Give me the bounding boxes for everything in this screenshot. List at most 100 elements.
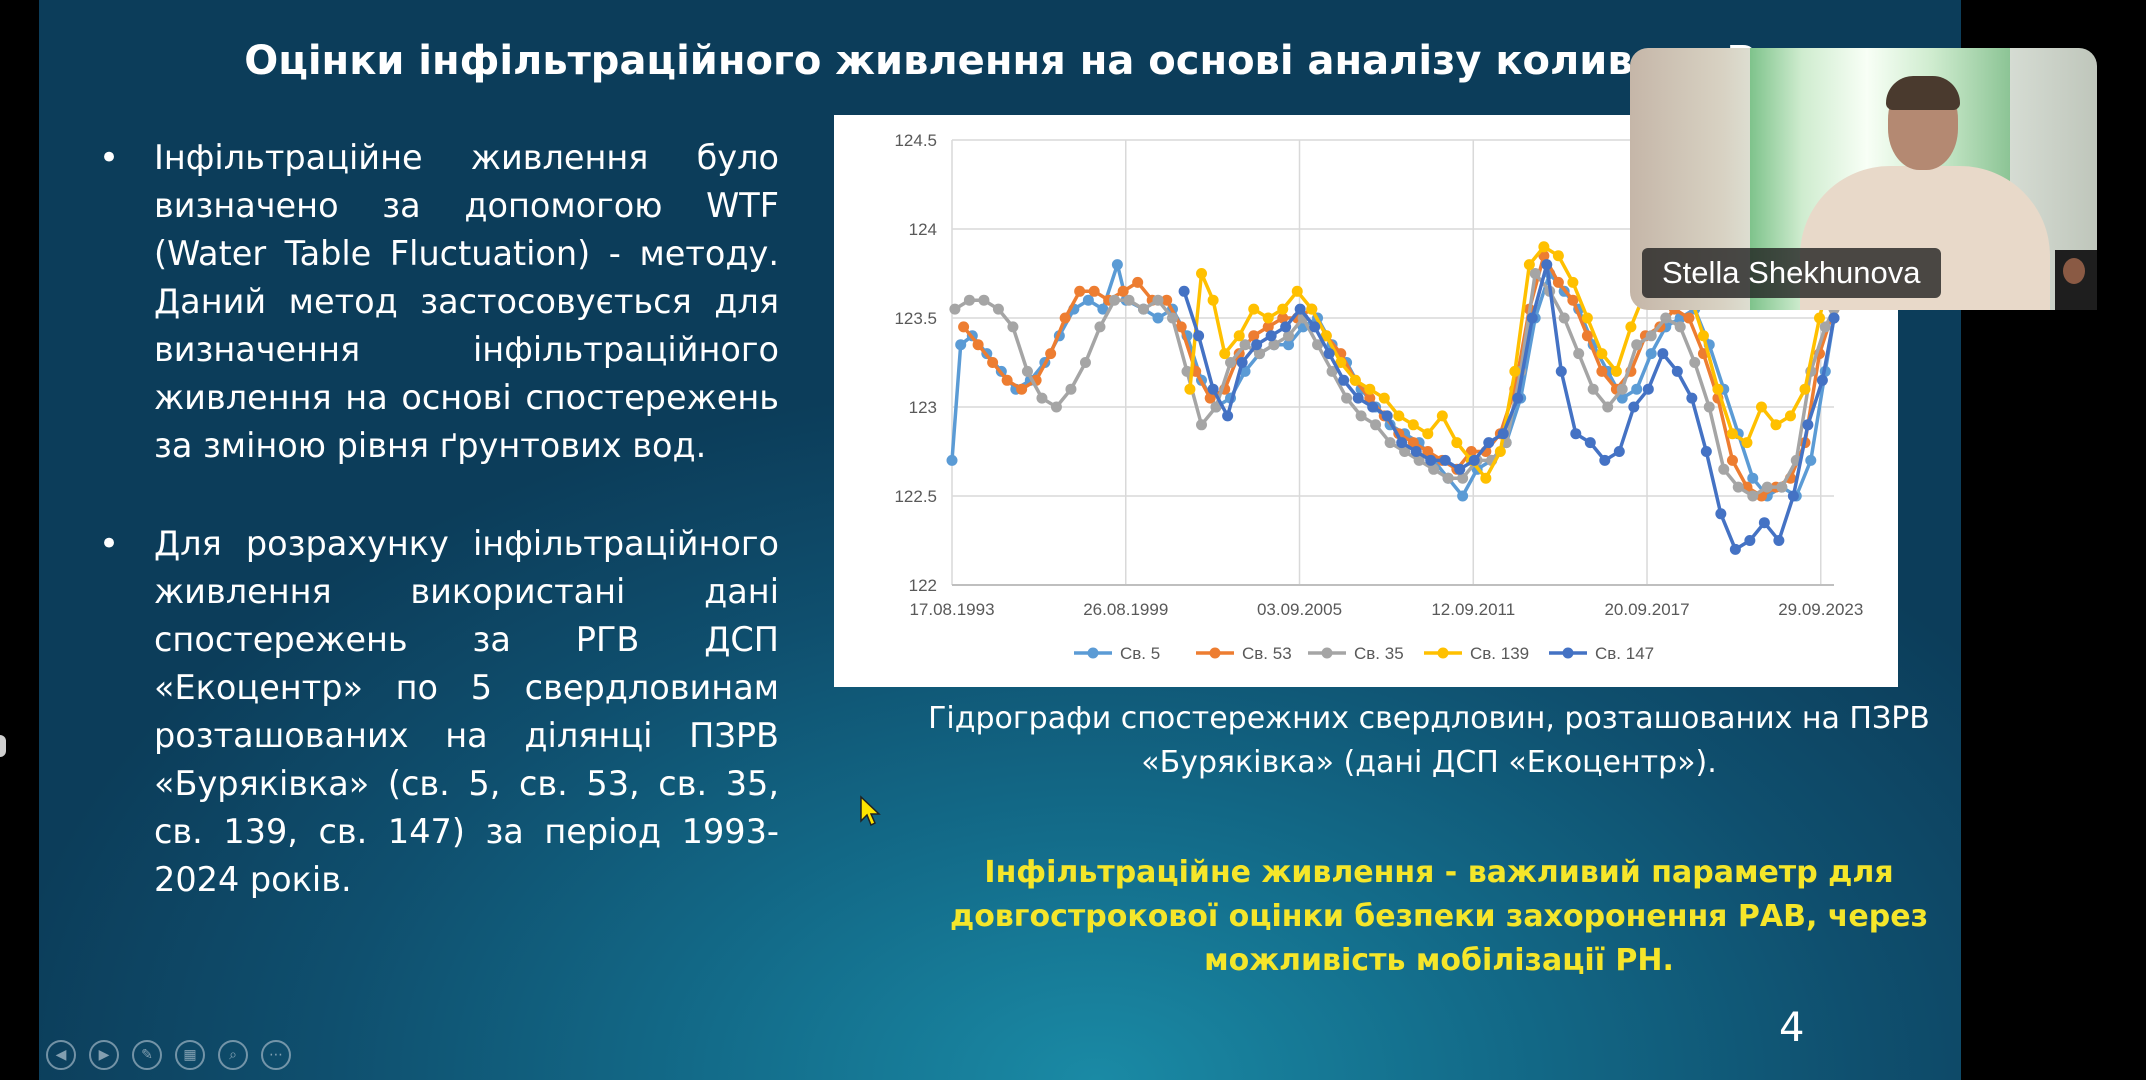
- data-point: [1265, 330, 1277, 342]
- legend-label: Св. 147: [1595, 644, 1654, 663]
- data-point: [1088, 285, 1100, 297]
- legend-label: Св. 35: [1354, 644, 1404, 663]
- data-point: [1425, 454, 1437, 466]
- data-point: [1074, 285, 1086, 297]
- data-point: [1726, 454, 1738, 466]
- data-point: [1248, 330, 1260, 342]
- y-tick-label: 124.5: [894, 131, 937, 150]
- data-point: [1413, 454, 1425, 466]
- bullet-text: Для розрахунку інфільтраційного живлення…: [154, 524, 779, 899]
- data-point: [1225, 357, 1237, 368]
- data-point: [1703, 401, 1715, 413]
- slides-grid-glyph: ▦: [183, 1047, 197, 1063]
- data-point: [1117, 285, 1129, 297]
- data-point: [1497, 428, 1509, 440]
- data-point: [1596, 348, 1608, 360]
- data-point: [1007, 321, 1019, 333]
- data-point: [1167, 312, 1178, 324]
- data-point: [1613, 446, 1625, 457]
- data-point: [1152, 312, 1164, 324]
- bullet-item: • Для розрахунку інфільтраційного живлен…: [99, 520, 779, 904]
- data-point: [1787, 490, 1799, 502]
- data-point: [1410, 446, 1422, 457]
- data-point: [1584, 437, 1596, 449]
- data-point: [1196, 268, 1208, 279]
- data-point: [1671, 365, 1683, 377]
- data-point: [1210, 401, 1222, 413]
- data-point: [1352, 392, 1364, 404]
- data-point: [1558, 312, 1570, 324]
- data-point: [1396, 437, 1408, 449]
- data-point: [1567, 294, 1579, 306]
- next-slide-icon[interactable]: ▶: [89, 1040, 119, 1070]
- data-point: [1262, 321, 1274, 333]
- slide-title: Оцінки інфільтраційного живлення на осно…: [244, 38, 1756, 84]
- data-point: [1538, 241, 1550, 253]
- data-point: [1364, 383, 1376, 395]
- previous-slide-icon[interactable]: ◀: [46, 1040, 76, 1070]
- data-point: [1442, 472, 1454, 484]
- more-options-glyph: ⋯: [269, 1047, 283, 1063]
- data-point: [1660, 312, 1672, 324]
- series-line: [1188, 245, 1836, 480]
- data-point: [1631, 339, 1643, 351]
- data-point: [1747, 490, 1759, 502]
- x-tick-label: 17.08.1993: [909, 600, 994, 619]
- self-view-thumbnail[interactable]: [2055, 250, 2097, 310]
- data-point: [1828, 312, 1840, 324]
- y-tick-label: 124: [909, 220, 937, 239]
- zoom-icon[interactable]: ⌕: [218, 1040, 248, 1070]
- data-point: [1631, 383, 1643, 395]
- data-point: [1175, 321, 1187, 333]
- next-slide-glyph: ▶: [98, 1047, 110, 1063]
- data-point: [1236, 357, 1248, 368]
- slides-grid-icon[interactable]: ▦: [175, 1040, 205, 1070]
- data-point: [1451, 437, 1463, 449]
- y-tick-label: 122: [909, 576, 937, 595]
- data-point: [1526, 312, 1538, 324]
- data-point: [1036, 392, 1048, 404]
- legend-marker: [1087, 647, 1099, 659]
- data-point: [1642, 383, 1654, 395]
- data-point: [1320, 330, 1332, 342]
- data-point: [1726, 428, 1738, 440]
- slide-number: 4: [1779, 1005, 1805, 1051]
- data-point: [1193, 330, 1205, 342]
- data-point: [1094, 321, 1106, 333]
- data-point: [1399, 446, 1411, 457]
- y-tick-label: 123: [909, 398, 937, 417]
- data-point: [1312, 339, 1324, 351]
- data-point: [1599, 454, 1611, 466]
- mouse-cursor-icon: [860, 795, 881, 827]
- data-point: [1645, 330, 1657, 342]
- data-point: [1581, 330, 1593, 342]
- x-tick-label: 29.09.2023: [1778, 600, 1863, 619]
- data-point: [1111, 259, 1123, 271]
- data-point: [1367, 401, 1379, 413]
- bullet-text: Інфільтраційне живлення було визначено з…: [154, 138, 779, 465]
- data-point: [978, 294, 990, 306]
- data-point: [972, 339, 984, 351]
- legend-marker: [1562, 647, 1574, 659]
- data-point: [1457, 472, 1469, 484]
- data-point: [1338, 374, 1350, 386]
- data-point: [1816, 374, 1828, 386]
- data-point: [1082, 294, 1094, 306]
- series-line: [1182, 262, 1836, 552]
- more-options-icon[interactable]: ⋯: [261, 1040, 291, 1070]
- data-point: [1207, 294, 1219, 306]
- data-point: [987, 357, 999, 368]
- data-point: [1178, 285, 1190, 297]
- data-point: [1184, 383, 1196, 395]
- data-point: [1718, 463, 1730, 475]
- pen-icon[interactable]: ✎: [132, 1040, 162, 1070]
- x-tick-label: 03.09.2005: [1257, 600, 1342, 619]
- data-point: [1480, 472, 1492, 484]
- data-point: [1268, 339, 1280, 351]
- bullet-dot: •: [99, 138, 120, 178]
- data-point: [1819, 321, 1831, 333]
- side-panel-handle[interactable]: [0, 735, 6, 757]
- data-point: [1523, 259, 1535, 271]
- y-tick-label: 122.5: [894, 487, 937, 506]
- data-point: [1108, 294, 1120, 306]
